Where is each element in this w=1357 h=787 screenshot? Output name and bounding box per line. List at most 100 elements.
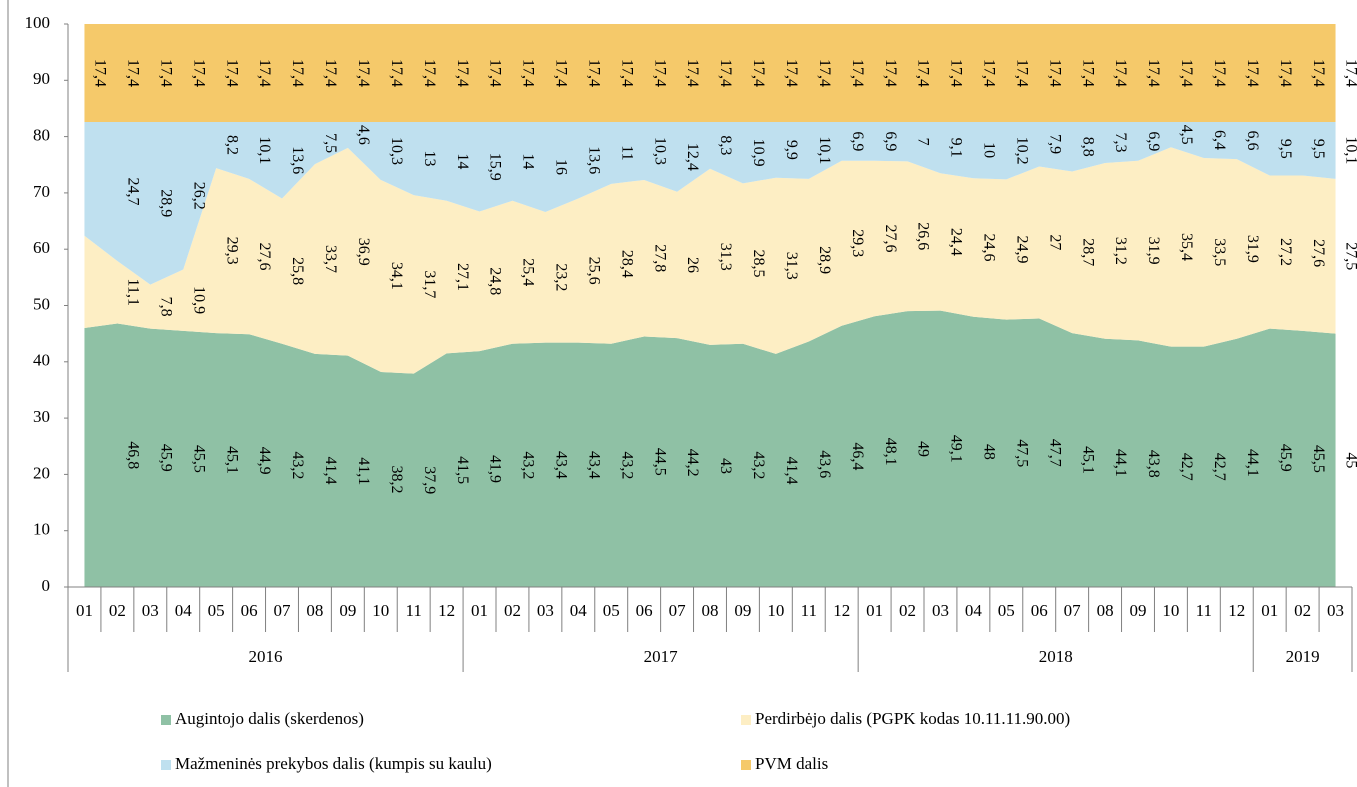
- legend-label: PVM dalis: [755, 754, 828, 773]
- data-label: 41,5: [454, 456, 471, 484]
- data-label: 45,1: [1079, 446, 1096, 474]
- data-label: 26,2: [190, 182, 207, 210]
- data-label: 4,6: [355, 125, 372, 145]
- legend-label: Perdirbėjo dalis (PGPK kodas 10.11.11.90…: [755, 709, 1070, 728]
- x-tick-label: 06: [1031, 601, 1048, 620]
- x-tick-label: 04: [570, 601, 588, 620]
- x-tick-label: 07: [274, 601, 292, 620]
- x-tick-label: 05: [998, 601, 1015, 620]
- data-label: 43,8: [1145, 450, 1162, 478]
- data-label: 44,9: [256, 447, 273, 475]
- data-label: 42,7: [1178, 453, 1195, 481]
- data-label: 43,4: [553, 451, 570, 479]
- area: [84, 121, 1336, 285]
- y-tick-label: 90: [33, 69, 50, 88]
- data-label: 17,4: [223, 59, 240, 87]
- data-label: 9,5: [1277, 139, 1294, 159]
- x-group-label: 2018: [1039, 647, 1073, 666]
- data-label: 17,4: [948, 59, 965, 87]
- data-label: 43,6: [816, 450, 833, 478]
- data-label: 46,4: [849, 442, 866, 470]
- x-tick-label: 08: [306, 601, 323, 620]
- data-label: 17,4: [190, 59, 207, 87]
- x-tick-label: 12: [1228, 601, 1245, 620]
- data-label: 10,2: [1013, 137, 1030, 165]
- x-tick-label: 03: [537, 601, 554, 620]
- y-tick-label: 40: [33, 351, 50, 370]
- x-tick-label: 03: [1327, 601, 1344, 620]
- data-label: 31,7: [421, 270, 438, 298]
- y-tick-label: 0: [42, 576, 51, 595]
- data-label: 24,9: [1013, 235, 1030, 263]
- x-tick-label: 07: [669, 601, 687, 620]
- data-label: 48,1: [882, 438, 899, 466]
- data-label: 27,6: [1310, 239, 1327, 267]
- data-label: 17,4: [717, 59, 734, 87]
- x-tick-label: 02: [899, 601, 916, 620]
- x-tick-label: 01: [76, 601, 93, 620]
- y-tick-label: 20: [33, 463, 50, 482]
- data-label: 17,4: [454, 59, 471, 87]
- data-label: 10,3: [651, 137, 668, 165]
- data-label: 10,1: [256, 136, 273, 164]
- data-label: 25,6: [585, 257, 602, 285]
- x-tick-label: 04: [965, 601, 983, 620]
- data-label: 24,8: [487, 267, 504, 295]
- data-label: 8,3: [717, 135, 734, 155]
- data-label: 6,9: [882, 131, 899, 151]
- data-label: 7: [915, 138, 932, 146]
- data-label: 28,5: [750, 250, 767, 278]
- data-label: 45,9: [157, 444, 174, 472]
- data-label: 14: [454, 153, 471, 169]
- x-tick-label: 01: [866, 601, 883, 620]
- data-label: 7,9: [1046, 134, 1063, 154]
- data-label: 17,4: [849, 59, 866, 87]
- data-label: 31,3: [783, 252, 800, 280]
- x-tick-label: 02: [504, 601, 521, 620]
- data-label: 17,4: [1046, 59, 1063, 87]
- data-label: 45,5: [190, 445, 207, 473]
- data-label: 9,9: [783, 140, 800, 160]
- data-label: 10,1: [1343, 136, 1357, 164]
- data-label: 27: [1046, 234, 1063, 250]
- x-tick-label: 01: [471, 601, 488, 620]
- data-label: 7,5: [322, 133, 339, 153]
- data-label: 36,9: [355, 238, 372, 266]
- data-label: 44,1: [1244, 449, 1261, 477]
- data-label: 17,4: [1244, 59, 1261, 87]
- x-tick-label: 02: [1294, 601, 1311, 620]
- data-label: 17,4: [1013, 59, 1030, 87]
- data-label: 41,1: [355, 457, 372, 485]
- data-label: 46,8: [125, 441, 142, 469]
- legend-swatch: [161, 760, 171, 770]
- y-tick-label: 80: [33, 126, 50, 145]
- data-label: 17,4: [1178, 59, 1195, 87]
- x-tick-label: 12: [833, 601, 850, 620]
- data-label: 17,4: [256, 59, 273, 87]
- data-label: 17,4: [1079, 59, 1096, 87]
- y-tick-label: 50: [33, 294, 50, 313]
- data-label: 6,9: [1145, 131, 1162, 151]
- data-label: 41,4: [783, 456, 800, 484]
- y-tick-label: 30: [33, 407, 50, 426]
- x-tick-label: 06: [241, 601, 258, 620]
- data-label: 44,1: [1112, 449, 1129, 477]
- data-label: 17,4: [585, 59, 602, 87]
- data-label: 45: [1343, 452, 1357, 468]
- data-label: 33,7: [322, 245, 339, 273]
- data-label: 31,2: [1112, 237, 1129, 265]
- x-tick-label: 03: [142, 601, 159, 620]
- data-label: 6,6: [1244, 131, 1261, 151]
- data-label: 43: [717, 458, 734, 474]
- data-label: 17,4: [1145, 59, 1162, 87]
- x-tick-label: 04: [175, 601, 193, 620]
- y-tick-label: 100: [25, 13, 51, 32]
- legend-swatch: [161, 715, 171, 725]
- x-tick-label: 12: [438, 601, 455, 620]
- data-label: 8,8: [1079, 137, 1096, 157]
- data-label: 17,4: [618, 59, 635, 87]
- data-label: 17,4: [1112, 59, 1129, 87]
- data-label: 17,4: [388, 59, 405, 87]
- x-tick-label: 11: [406, 601, 422, 620]
- data-label: 28,9: [157, 189, 174, 217]
